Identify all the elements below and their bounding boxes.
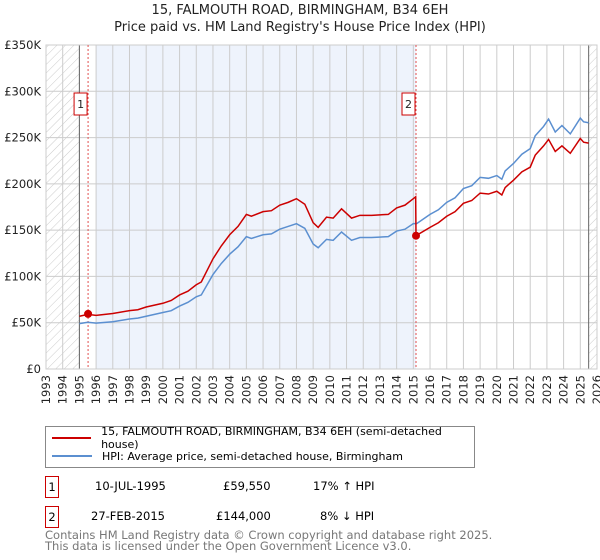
y-tick-label: £350K — [4, 38, 41, 52]
y-tick-label: £100K — [4, 269, 41, 283]
x-tick-label: 2008 — [289, 375, 303, 404]
sale-row-1: 1 10-JUL-1995 £59,550 17% ↑ HPI — [45, 476, 465, 498]
x-tick-label: 2007 — [273, 375, 287, 404]
x-tick-label: 2010 — [323, 375, 337, 404]
x-tick-label: 1996 — [89, 375, 103, 404]
sale-price: £144,000 — [216, 509, 271, 523]
x-tick-label: 2015 — [406, 375, 420, 404]
footer: Contains HM Land Registry data © Crown c… — [45, 528, 493, 553]
x-tick-label: 2006 — [256, 375, 270, 404]
legend-swatch-price-paid — [52, 437, 92, 439]
sale-price: £59,550 — [223, 479, 271, 493]
x-tick-label: 1999 — [139, 375, 153, 404]
x-tick-label: 1995 — [72, 375, 86, 404]
x-tick-label: 2024 — [557, 375, 571, 404]
x-tick-label: 2002 — [189, 375, 203, 404]
legend-swatch-hpi — [52, 455, 92, 457]
sale-label-box — [401, 92, 416, 116]
sale-row-2: 2 27-FEB-2015 £144,000 8% ↓ HPI — [45, 506, 465, 528]
chart-legend: 15, FALMOUTH ROAD, BIRMINGHAM, B34 6EH (… — [45, 425, 475, 468]
x-tick-label: 2020 — [490, 375, 504, 404]
x-tick-label: 1997 — [106, 375, 120, 404]
y-tick-label: £0 — [26, 362, 41, 376]
x-tick-label: 2022 — [523, 375, 537, 404]
x-tick-label: 1993 — [39, 375, 53, 404]
x-tick-label: 2013 — [373, 375, 387, 404]
chart-title: 15, FALMOUTH ROAD, BIRMINGHAM, B34 6EH — [151, 3, 449, 18]
x-tick-label: 2003 — [206, 375, 220, 404]
x-tick-label: 2026 — [590, 375, 600, 404]
sale-hpi-diff: 8% ↓ HPI — [320, 509, 375, 523]
x-tick-label: 2025 — [573, 375, 587, 404]
price-paid-series-line — [79, 137, 589, 317]
x-tick-label: 2018 — [456, 375, 470, 404]
hatched-region — [588, 45, 597, 369]
footer-line-2: This data is licensed under the Open Gov… — [45, 539, 412, 553]
chart-plot: 1993 1994 1995 1996 1997 1998 1999 2000 2001 2002… — [4, 38, 600, 404]
y-tick-label: £300K — [4, 84, 41, 98]
x-tick-label: 2016 — [423, 375, 437, 404]
legend-label-price-paid: 15, FALMOUTH ROAD, BIRMINGHAM, B34 6EH (… — [101, 425, 442, 451]
x-tick-label: 2023 — [540, 375, 554, 404]
x-tick-label: 2009 — [306, 375, 320, 404]
x-tick-label: 2017 — [440, 375, 454, 404]
legend-label-hpi: HPI: Average price, semi-detached house,… — [102, 449, 403, 463]
x-tick-label: 2000 — [156, 375, 170, 404]
footer-line-1: Contains HM Land Registry data © Crown c… — [45, 528, 493, 542]
chart-subtitle: Price paid vs. HM Land Registry's House … — [114, 20, 486, 35]
sale-point — [412, 231, 421, 240]
x-tick-label: 2021 — [507, 375, 521, 404]
sale-date: 10-JUL-1995 — [95, 479, 166, 493]
y-tick-label: £250K — [4, 131, 41, 145]
x-tick-label: 1994 — [56, 375, 70, 404]
x-tick-label: 2012 — [356, 375, 370, 404]
hpi-series-line — [79, 116, 589, 325]
x-tick-label: 1998 — [122, 375, 136, 404]
x-tick-label: 2014 — [390, 375, 404, 404]
sale-label-number: 2 — [405, 98, 412, 111]
sale-point — [84, 309, 93, 318]
sale-label-box — [73, 92, 88, 116]
y-tick-label: £150K — [4, 223, 41, 237]
x-tick-label: 2005 — [239, 375, 253, 404]
sale-date: 27-FEB-2015 — [91, 509, 165, 523]
x-tick-label: 2011 — [340, 375, 354, 404]
x-tick-label: 2019 — [473, 375, 487, 404]
x-tick-label: 2001 — [173, 375, 187, 404]
y-tick-label: £50K — [12, 316, 42, 330]
sale-badge: 1 — [45, 476, 59, 498]
plot-border — [45, 44, 598, 370]
x-tick-label: 2004 — [223, 375, 237, 404]
y-tick-label: £200K — [4, 177, 41, 191]
sale-hpi-diff: 17% ↑ HPI — [313, 479, 375, 493]
shaded-ownership-region — [96, 45, 417, 369]
sale-label-number: 1 — [77, 98, 84, 111]
sale-badge: 2 — [45, 506, 59, 528]
